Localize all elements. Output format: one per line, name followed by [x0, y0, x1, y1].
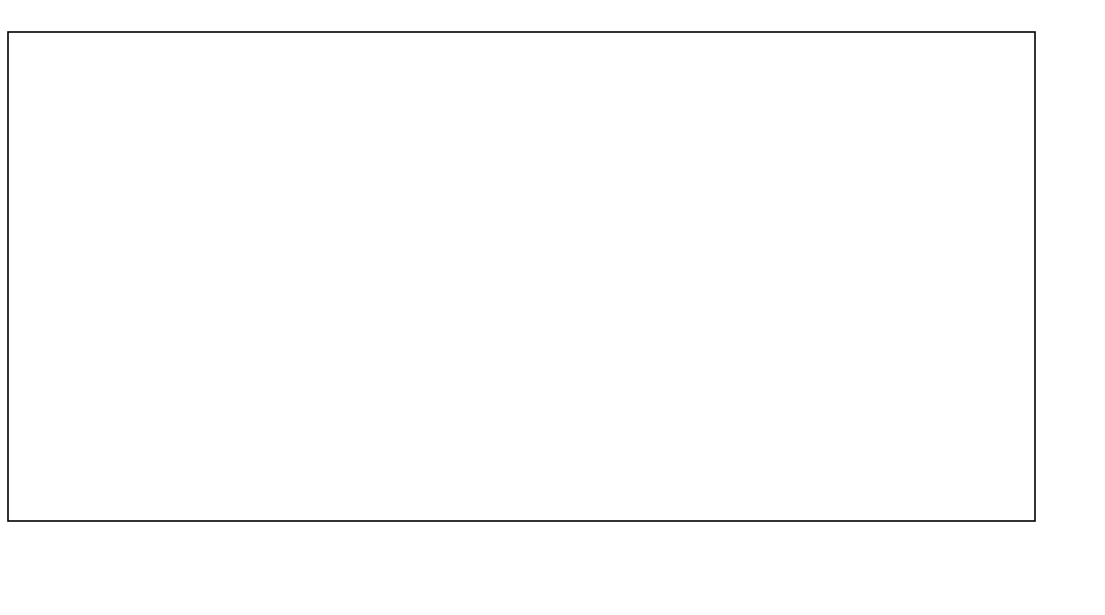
map-plot-frame — [7, 31, 1036, 522]
